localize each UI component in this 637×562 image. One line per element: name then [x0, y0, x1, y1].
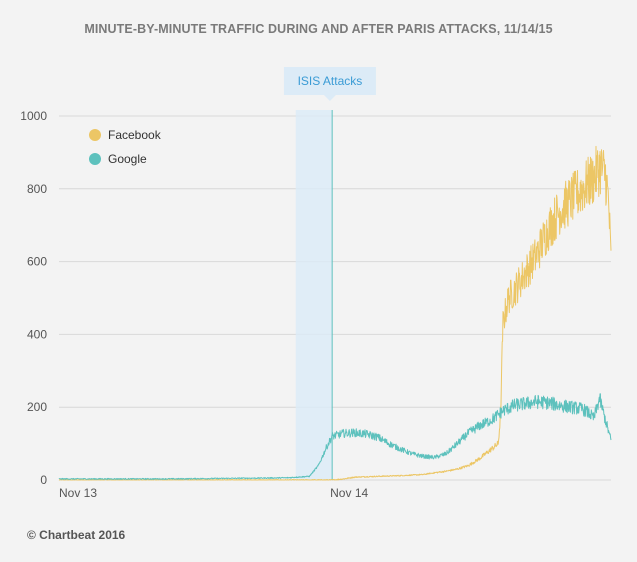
isis-attacks-band	[295, 110, 333, 480]
x-tick-nov-14: Nov 14	[330, 486, 368, 500]
y-axis-ticks: 0 200 400 600 800 1000	[20, 109, 47, 487]
isis-attacks-label: ISIS Attacks	[298, 74, 363, 88]
annotation-band: ISIS Attacks	[283, 67, 376, 480]
grid-lines	[59, 115, 611, 481]
legend-swatch-google	[89, 153, 101, 165]
legend-label-facebook: Facebook	[108, 128, 162, 142]
series-lines	[58, 145, 612, 481]
y-tick-1000: 1000	[20, 109, 47, 123]
isis-attacks-label-pointer	[323, 95, 336, 101]
legend: Facebook Google	[89, 128, 162, 166]
x-tick-nov-13: Nov 13	[59, 486, 97, 500]
chart-title: MINUTE-BY-MINUTE TRAFFIC DURING AND AFTE…	[84, 22, 553, 36]
chart-credit: © Chartbeat 2016	[27, 528, 126, 542]
legend-swatch-facebook	[89, 129, 101, 141]
y-tick-600: 600	[27, 255, 47, 269]
series-line-facebook	[58, 145, 612, 481]
y-tick-200: 200	[27, 400, 47, 414]
x-axis-ticks: Nov 13 Nov 14	[59, 486, 369, 500]
legend-label-google: Google	[108, 152, 147, 166]
series-line-google	[58, 393, 612, 480]
isis-attacks-label-box	[283, 67, 376, 95]
y-tick-800: 800	[27, 182, 47, 196]
y-tick-400: 400	[27, 327, 47, 341]
y-tick-0: 0	[40, 473, 47, 487]
